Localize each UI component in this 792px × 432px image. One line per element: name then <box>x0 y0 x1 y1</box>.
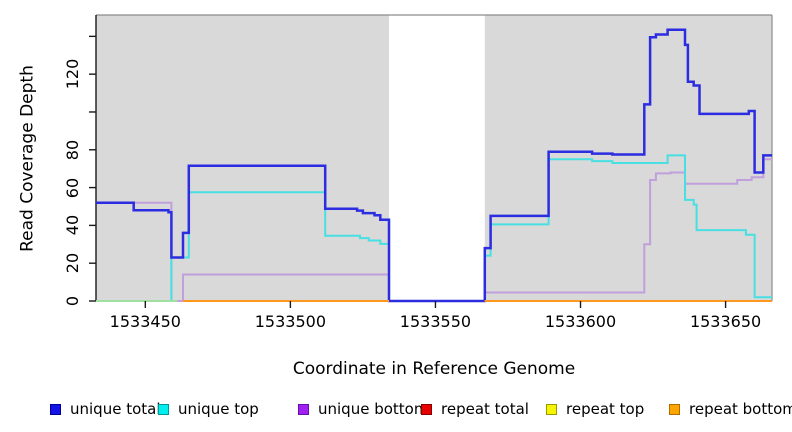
x-tick-label: 1533550 <box>399 312 472 331</box>
series-line-unique-total <box>96 28 772 303</box>
y-tick-label: 80 <box>63 139 82 160</box>
legend-item-unique-top: unique top <box>158 398 259 420</box>
series-line-unique-top <box>96 154 772 302</box>
legend-label: unique total <box>70 400 161 418</box>
legend-swatch-icon <box>546 404 557 415</box>
x-tick-label: 1533600 <box>544 312 617 331</box>
legend: unique total unique top unique bottom repea… <box>0 398 792 422</box>
x-axis-title: Coordinate in Reference Genome <box>292 359 576 379</box>
legend-label: unique bottom <box>318 400 429 418</box>
legend-swatch-icon <box>298 404 309 415</box>
legend-item-repeat-top: repeat top <box>546 398 644 420</box>
x-tick-label: 1533500 <box>254 312 326 331</box>
legend-item-unique-bottom: unique bottom <box>298 398 428 420</box>
legend-label: repeat total <box>441 400 529 418</box>
legend-swatch-icon <box>421 404 432 415</box>
y-tick-label: 120 <box>63 58 82 90</box>
legend-swatch-icon <box>669 404 680 415</box>
x-tick-label: 1533650 <box>689 312 762 331</box>
x-tick-label: 1533450 <box>109 312 181 331</box>
legend-label: repeat bottom <box>689 400 792 418</box>
no-data-gap-region <box>389 15 485 301</box>
legend-label: unique top <box>178 400 259 418</box>
legend-swatch-icon <box>50 404 61 415</box>
y-axis-title: Read Coverage Depth <box>17 65 38 252</box>
legend-item-repeat-total: repeat total <box>421 398 529 420</box>
legend-item-unique-total: unique total <box>50 398 161 420</box>
legend-label: repeat top <box>566 400 645 418</box>
series-line-unique-bottom <box>96 158 772 302</box>
legend-swatch-icon <box>158 404 169 415</box>
legend-item-repeat-bottom: repeat bottom <box>669 398 792 420</box>
